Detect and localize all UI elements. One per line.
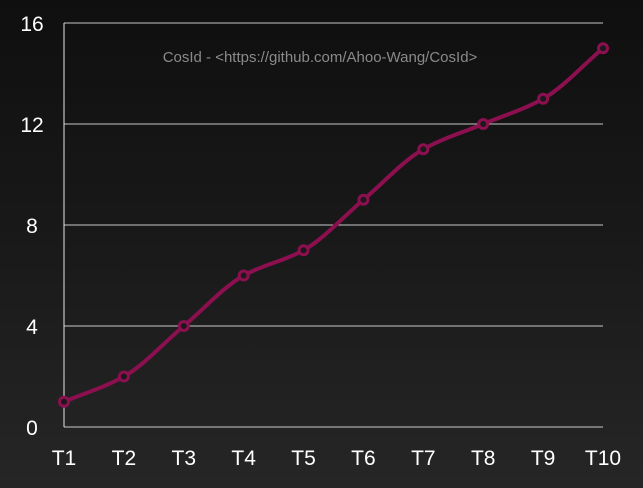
x-tick-labels: T1 T2 T3 T4 T5 T6 T7 T8 T9 T10 (52, 447, 621, 470)
x-tick-label: T6 (351, 447, 376, 470)
x-tick-label: T10 (585, 447, 621, 470)
x-tick-label: T1 (52, 447, 77, 470)
data-point (58, 395, 70, 408)
x-tick-label: T5 (291, 447, 316, 470)
y-tick-label: 4 (26, 316, 38, 339)
watermark-text: CosId - <https://github.com/Ahoo-Wang/Co… (163, 49, 478, 66)
data-point (357, 193, 370, 206)
x-tick-label: T2 (112, 447, 137, 470)
data-point (477, 118, 490, 130)
x-tick-label: T7 (411, 447, 436, 470)
series-line-group (58, 42, 609, 408)
y-tick-label: 12 (20, 114, 43, 137)
x-tick-label: T4 (231, 447, 256, 470)
series-line (62, 46, 605, 404)
x-tick-label: T3 (172, 447, 197, 470)
data-point (417, 143, 430, 156)
x-tick-label: T8 (471, 447, 496, 470)
data-point (237, 269, 250, 282)
data-point (597, 42, 609, 55)
x-tick-label: T9 (531, 447, 556, 470)
data-point (177, 320, 190, 332)
data-point (297, 244, 310, 257)
data-point (117, 370, 130, 383)
data-point (537, 92, 550, 105)
y-tick-label: 0 (26, 417, 38, 440)
y-tick-label: 8 (26, 215, 38, 238)
y-tick-label: 16 (20, 13, 43, 36)
y-tick-labels: 0 4 8 12 16 (20, 13, 43, 440)
